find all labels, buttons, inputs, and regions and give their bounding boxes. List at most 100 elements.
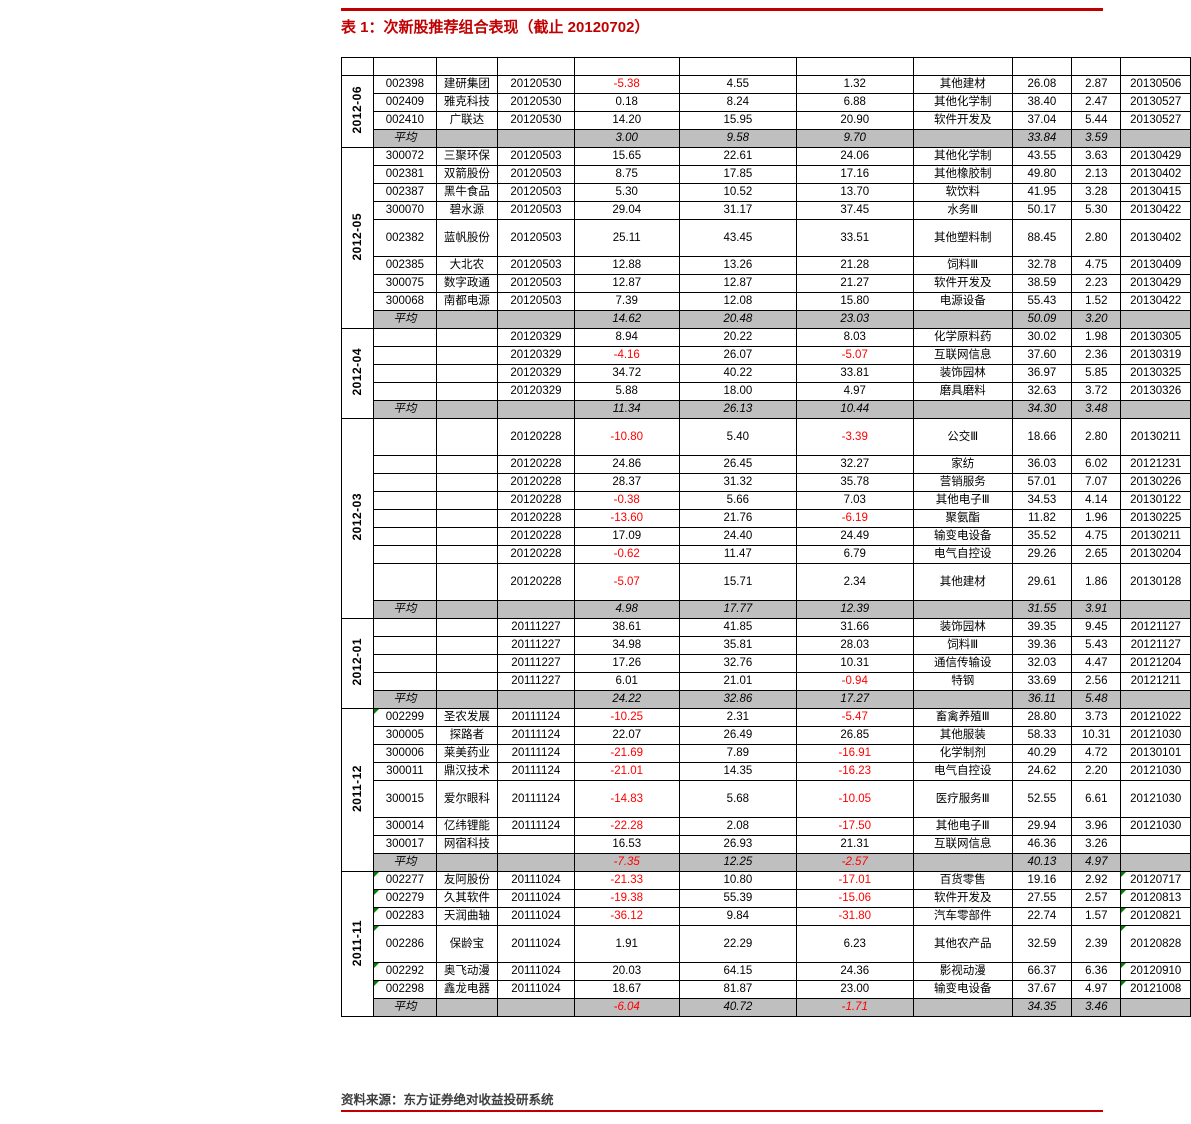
cell-excess: 6.23 <box>795 925 914 963</box>
cell-pe-ttm: 33.69 <box>1011 672 1073 691</box>
average-name <box>435 310 499 329</box>
cell-excess: -5.47 <box>795 708 914 727</box>
cell-change: 18.67 <box>573 980 680 999</box>
cell-excess: -31.80 <box>795 907 914 926</box>
table-row: 300015 爱尔眼科 20111124 -14.83 5.68 -10.05 医疗服务Ⅲ 5… <box>342 780 1191 818</box>
cell-name <box>435 563 499 601</box>
cell-pe-ttm: 27.55 <box>1011 889 1073 908</box>
cell-industry: 电源设备 <box>912 292 1013 311</box>
cell-max-gain: 5.40 <box>678 418 797 456</box>
table-row: 20120228 -0.62 11.47 6.79 电气自控设 29.26 2.65 2013… <box>342 545 1191 564</box>
cell-code <box>373 382 437 401</box>
table-row: 002382 蓝帆股份 20120503 25.11 43.45 33.51 其他塑料制 88… <box>342 219 1191 257</box>
cell-excess: -10.05 <box>795 780 914 818</box>
cell-max-gain: 41.85 <box>678 618 797 637</box>
cell-rec-date: 20111227 <box>497 618 575 637</box>
cell-pe-ttm: 39.36 <box>1011 636 1073 655</box>
table-row: 2011-12 002299 圣农发展 20111124 -10.25 2.31 -5.47… <box>340 708 1191 872</box>
cell-pe-ttm: 38.40 <box>1011 93 1073 112</box>
cell-unlock: 20130429 <box>1120 274 1191 293</box>
table-row: 002286 保龄宝 20111024 1.91 22.29 6.23 其他农产品 32.59… <box>342 925 1191 963</box>
cell-pb: 1.98 <box>1071 328 1122 347</box>
cell-pe-ttm: 26.08 <box>1011 75 1073 94</box>
cell-excess: 23.00 <box>795 980 914 999</box>
cell-unlock: 20121030 <box>1120 726 1191 745</box>
average-excess: -2.57 <box>795 853 914 872</box>
cell-unlock: 20121022 <box>1120 708 1191 727</box>
cell-unlock: 20121030 <box>1120 762 1191 781</box>
cell-name: 久其软件 <box>435 889 499 908</box>
cell-industry: 营销服务 <box>912 473 1013 492</box>
cell-max-gain: 15.95 <box>678 111 797 130</box>
table-row: 2012-06 002398 建研集团 20120530 -5.38 4.55 1.32 其他… <box>340 75 1191 148</box>
cell-pb: 4.14 <box>1071 491 1122 510</box>
cell-unlock: 20130211 <box>1120 527 1191 546</box>
cell-name: 双箭股份 <box>435 165 499 184</box>
average-pe-ttm: 36.11 <box>1011 690 1073 709</box>
cell-change: 34.98 <box>573 636 680 655</box>
average-change: 4.98 <box>573 600 680 619</box>
cell-change: 6.01 <box>573 672 680 691</box>
cell-industry: 其他建材 <box>912 563 1013 601</box>
table-row: 002283 天润曲轴 20111024 -36.12 9.84 -31.80 汽车零部件 2… <box>342 907 1191 926</box>
average-change: 3.00 <box>573 129 680 148</box>
average-label: 平均 <box>373 853 437 872</box>
table-row: 20120228 -5.07 15.71 2.34 其他建材 29.61 1.86 20130… <box>342 563 1191 601</box>
average-name <box>435 600 499 619</box>
cell-max-gain: 21.01 <box>678 672 797 691</box>
cell-excess: 31.66 <box>795 618 914 637</box>
cell-industry: 装饰园林 <box>912 364 1013 383</box>
cell-code <box>373 636 437 655</box>
table-row: 20120228 24.86 26.45 32.27 家纺 36.03 6.02 201212… <box>342 455 1191 474</box>
cell-industry: 其他橡胶制 <box>912 165 1013 184</box>
cell-pb: 5.85 <box>1071 364 1122 383</box>
cell-excess: 35.78 <box>795 473 914 492</box>
header-industry: 申万三级行业名称 <box>912 57 1013 76</box>
cell-industry: 互联网信息 <box>912 346 1013 365</box>
table-row: 20120228 17.09 24.40 24.49 输变电设备 35.52 4.75 201… <box>342 527 1191 546</box>
cell-pb: 3.28 <box>1071 183 1122 202</box>
cell-code: 300014 <box>373 817 437 836</box>
cell-unlock: 20130415 <box>1120 183 1191 202</box>
table-row: 20111227 6.01 21.01 -0.94 特钢 33.69 2.56 2012121… <box>342 672 1191 691</box>
cell-name: 蓝帆股份 <box>435 219 499 257</box>
cell-code <box>373 509 437 528</box>
performance-table-wrapper: 交易代码 简称 推荐日 推荐至今涨跌幅(%) 推荐至今最高涨幅(%) 推荐至今超… <box>340 57 1191 1017</box>
cell-code: 002298 <box>373 980 437 999</box>
average-max-gain: 32.86 <box>678 690 797 709</box>
cell-name <box>435 473 499 492</box>
average-name <box>435 998 499 1017</box>
average-industry <box>912 600 1013 619</box>
cell-industry: 输变电设备 <box>912 527 1013 546</box>
cell-change: 5.30 <box>573 183 680 202</box>
average-unlock <box>1120 400 1191 419</box>
cell-change: -4.16 <box>573 346 680 365</box>
cell-code: 002387 <box>373 183 437 202</box>
cell-pb: 6.02 <box>1071 455 1122 474</box>
cell-excess: -3.39 <box>795 418 914 456</box>
cell-name: 三聚环保 <box>435 147 499 166</box>
cell-change: -22.28 <box>573 817 680 836</box>
cell-pe-ttm: 37.67 <box>1011 980 1073 999</box>
cell-code: 002409 <box>373 93 437 112</box>
page-title: 表 1：次新股推荐组合表现（截止 20120702） <box>341 19 650 36</box>
cell-excess: 4.97 <box>795 382 914 401</box>
cell-pe-ttm: 43.55 <box>1011 147 1073 166</box>
cell-change: 28.37 <box>573 473 680 492</box>
cell-max-gain: 12.87 <box>678 274 797 293</box>
cell-pb: 1.52 <box>1071 292 1122 311</box>
table-row: 002279 久其软件 20111024 -19.38 55.39 -15.06 软件开发及… <box>342 889 1191 908</box>
cell-name: 探路者 <box>435 726 499 745</box>
cell-industry: 畜禽养殖Ⅲ <box>912 708 1013 727</box>
header-pb: PB <box>1071 57 1122 76</box>
cell-excess: -16.91 <box>795 744 914 763</box>
cell-excess: -17.01 <box>795 871 914 890</box>
cell-excess: -5.07 <box>795 346 914 365</box>
cell-pe-ttm: 46.36 <box>1011 835 1073 854</box>
table-row: 002410 广联达 20120530 14.20 15.95 20.90 软件开发及 37.… <box>342 111 1191 130</box>
cell-change: -21.69 <box>573 744 680 763</box>
cell-pb: 10.31 <box>1071 726 1122 745</box>
cell-name: 广联达 <box>435 111 499 130</box>
month-label: 2012-03 <box>340 418 375 619</box>
month-label: 2012-06 <box>340 75 375 148</box>
